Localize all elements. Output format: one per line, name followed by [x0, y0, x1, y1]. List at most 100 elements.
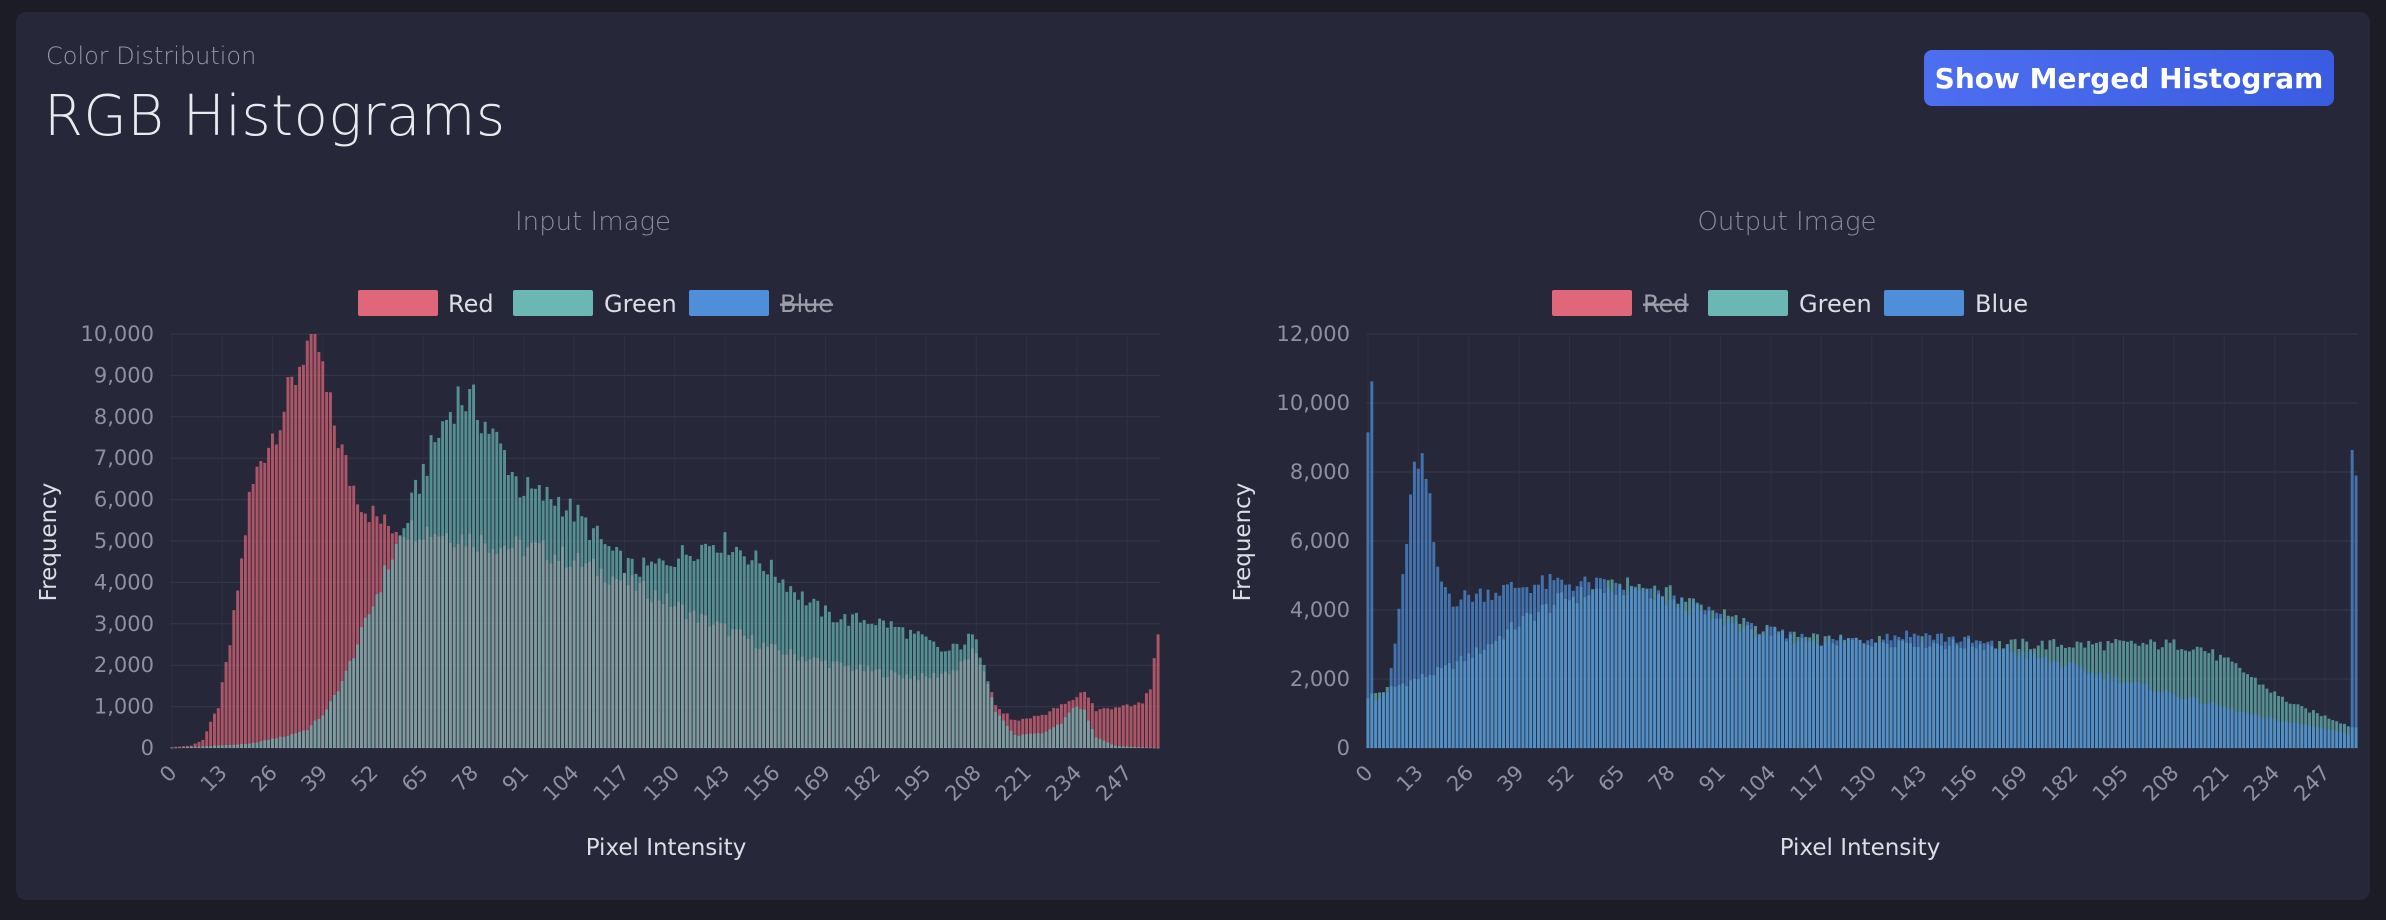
bar [1711, 618, 1715, 748]
bar [437, 437, 441, 748]
bar [715, 552, 719, 748]
bar [2218, 707, 2222, 748]
bar [1416, 468, 1420, 748]
bar [220, 682, 224, 748]
legend-item-blue[interactable]: Blue [1884, 290, 2028, 318]
bar [2009, 651, 2013, 748]
bar [1133, 704, 1137, 748]
bar [2102, 679, 2106, 748]
bar [827, 611, 831, 748]
x-tick-label: 156 [1937, 761, 1982, 806]
legend-label-blue: Blue [780, 290, 833, 318]
bar [1106, 708, 1110, 748]
bar [1839, 636, 1843, 748]
bar [1831, 638, 1835, 748]
bar [274, 738, 278, 748]
bar [425, 475, 429, 748]
bar [2040, 658, 2044, 748]
bar [1148, 689, 1152, 748]
bar [951, 643, 955, 748]
bar [2238, 667, 2242, 748]
bar [889, 621, 893, 748]
bar [2060, 667, 2064, 748]
bar [1691, 600, 1695, 748]
bar [1649, 588, 1653, 748]
bar [1474, 593, 1478, 748]
legend-item-green[interactable]: Green [513, 290, 677, 318]
bar [986, 681, 990, 748]
bar [893, 626, 897, 748]
y-tick-label: 8,000 [94, 405, 154, 429]
bar [1145, 693, 1148, 748]
bar [387, 569, 390, 748]
legend-item-green[interactable]: Green [1708, 290, 1872, 318]
show-merged-histogram-button[interactable]: Show Merged Histogram [1924, 50, 2334, 106]
bar [2056, 662, 2060, 748]
bar [321, 715, 325, 748]
bar [1071, 708, 1075, 748]
bar [1505, 584, 1509, 748]
bar [2021, 651, 2025, 748]
bar [2191, 696, 2195, 748]
bar [1451, 606, 1455, 748]
bar [2296, 723, 2300, 748]
bar [2087, 674, 2091, 748]
bar [673, 566, 677, 748]
legend-item-red[interactable]: Red [358, 290, 494, 318]
bar [723, 532, 727, 748]
bar [1943, 641, 1947, 748]
bar [298, 366, 302, 748]
bar [1148, 747, 1152, 749]
bar [2222, 657, 2226, 748]
bar [2195, 697, 2199, 748]
bar [495, 431, 499, 748]
legend-item-red[interactable]: Red [1552, 290, 1689, 318]
bar [657, 558, 661, 748]
bar [2125, 682, 2129, 748]
bar [1664, 605, 1668, 748]
bar [2265, 717, 2269, 748]
legend-item-blue[interactable]: Blue [689, 290, 833, 318]
bar [661, 560, 665, 748]
bar [785, 591, 789, 748]
bar [363, 617, 367, 748]
bar [224, 744, 228, 748]
bar [236, 744, 240, 748]
bar [1614, 582, 1618, 748]
bar [665, 565, 669, 748]
bar [1548, 574, 1552, 748]
bar [1110, 709, 1114, 748]
bar [1090, 703, 1094, 748]
bar [514, 476, 518, 748]
bar [1564, 584, 1568, 748]
bar [646, 565, 650, 748]
bar [406, 522, 410, 748]
bar [2215, 660, 2219, 748]
bar [1009, 730, 1013, 748]
bar [1715, 612, 1719, 748]
bar [557, 496, 561, 748]
bar [2280, 722, 2284, 748]
bar [317, 719, 321, 748]
legend-label-green: Green [604, 290, 677, 318]
bar [622, 572, 626, 748]
bar [2036, 658, 2040, 748]
bar [1478, 588, 1482, 748]
bar [2339, 731, 2343, 748]
bar [1013, 734, 1017, 748]
bar [816, 600, 820, 748]
bar [916, 631, 920, 748]
bar [650, 561, 653, 748]
bar [564, 510, 568, 748]
bar [591, 528, 595, 748]
bar [870, 623, 874, 748]
bar [1680, 598, 1684, 748]
series-blue [1366, 381, 2358, 748]
bar [1067, 712, 1071, 748]
bar [2145, 683, 2149, 748]
bar [1102, 708, 1106, 748]
bars [170, 334, 1160, 749]
bar [1405, 544, 1409, 748]
series-green [170, 384, 1160, 749]
bar [197, 746, 201, 748]
